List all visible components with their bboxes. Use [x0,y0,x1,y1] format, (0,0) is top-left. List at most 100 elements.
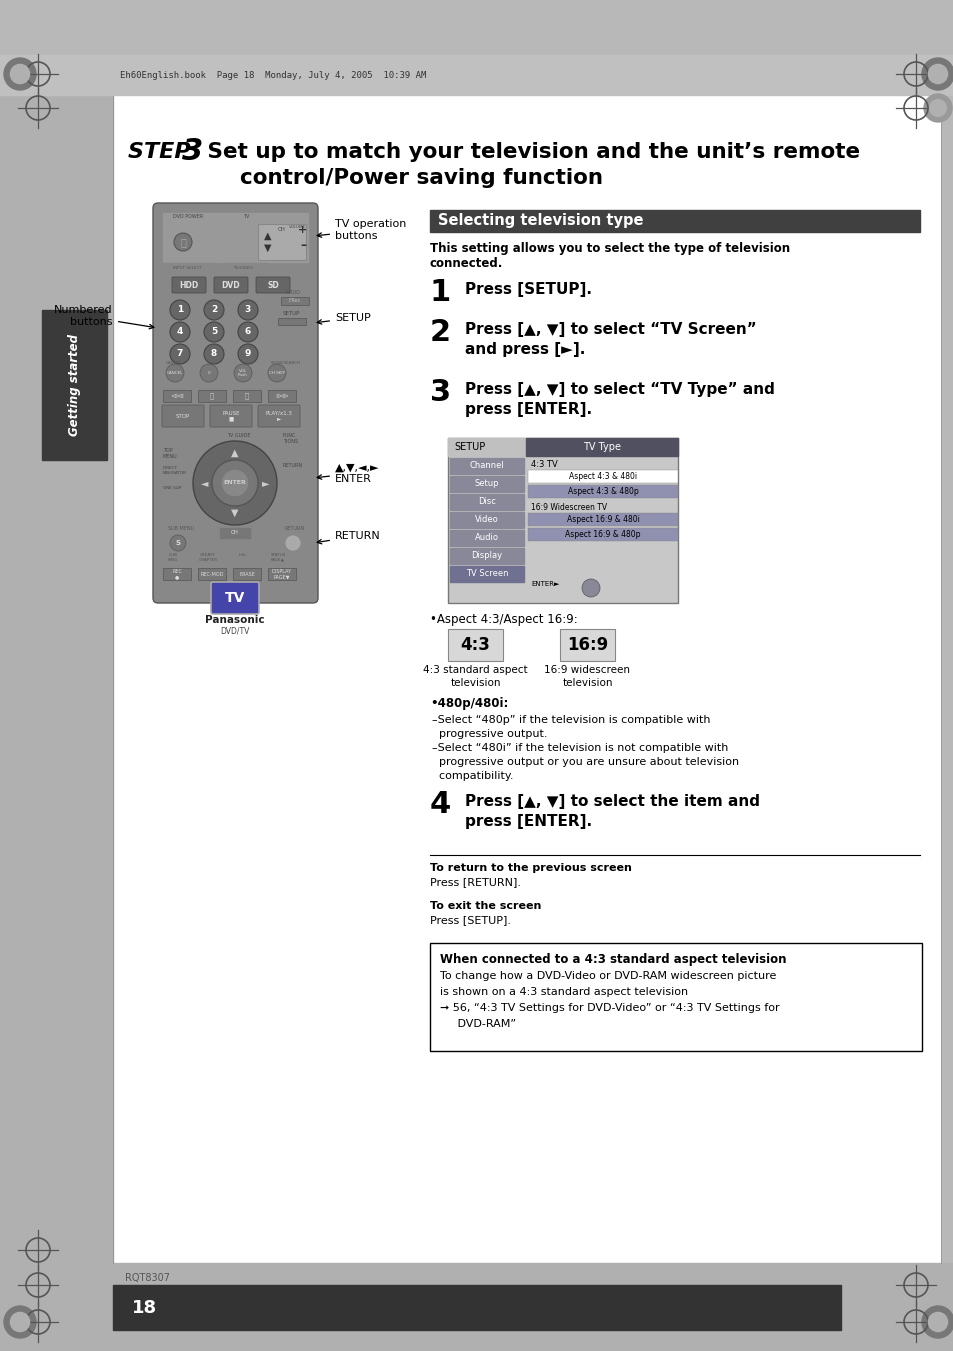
Text: RETURN: RETURN [316,531,380,544]
Text: TV GUIDE: TV GUIDE [227,434,251,438]
Text: VOL
Push: VOL Push [238,369,248,377]
Circle shape [170,345,190,363]
FancyBboxPatch shape [211,582,258,613]
Circle shape [237,322,257,342]
Bar [448,438,678,603]
Circle shape [285,535,301,551]
Text: VOLUME: VOLUME [289,226,306,230]
Circle shape [222,470,248,496]
Bar [430,943,921,1051]
Text: Aspect 16:9 & 480p: Aspect 16:9 & 480p [565,530,640,539]
Text: Display: Display [471,551,502,561]
Text: PLAY/x1.3
►: PLAY/x1.3 ► [265,411,293,422]
Bar [163,213,308,222]
Text: Press [SETUP].: Press [SETUP]. [430,915,511,925]
Circle shape [4,58,36,91]
Text: Aspect 4:3 & 480i: Aspect 4:3 & 480i [568,471,637,481]
Circle shape [173,232,192,251]
Circle shape [923,95,951,122]
Text: compatibility.: compatibility. [432,771,513,781]
Bar [527,485,678,499]
Text: Eh60English.book  Page 18  Monday, July 4, 2005  10:39 AM: Eh60English.book Page 18 Monday, July 4,… [120,70,426,80]
Bar [163,276,308,296]
Text: 3: 3 [182,136,203,166]
Circle shape [10,1312,30,1332]
Bar [198,567,226,580]
Text: 2: 2 [430,317,451,347]
Text: ▲,▼,◄,►
ENTER: ▲,▼,◄,► ENTER [316,462,379,484]
Text: CREATE
CHAPTER: CREATE CHAPTER [198,553,217,562]
Circle shape [166,363,184,382]
Text: Aspect 4:3 & 480p: Aspect 4:3 & 480p [567,486,638,496]
Bar [527,470,678,484]
Bar [450,549,523,563]
Text: 0: 0 [208,372,210,376]
FancyBboxPatch shape [172,277,206,293]
Text: SETUP: SETUP [454,442,485,453]
FancyBboxPatch shape [162,405,204,427]
Text: progressive output.: progressive output. [432,730,547,739]
Bar [277,317,306,326]
Text: –: – [299,239,306,253]
Text: RQT8307: RQT8307 [125,1273,170,1283]
Text: 3: 3 [245,305,251,315]
Circle shape [170,300,190,320]
Text: 4:3: 4:3 [460,636,490,654]
Text: ►: ► [261,478,269,488]
Text: TV/VIDEO: TV/VIDEO [233,266,253,270]
Text: AUDIO: AUDIO [285,290,300,295]
Text: To exit the screen: To exit the screen [430,901,540,911]
Text: ⏻: ⏻ [180,236,186,247]
Circle shape [212,459,258,507]
Text: control/Power saving function: control/Power saving function [240,168,602,188]
Text: TOP
MENU: TOP MENU [163,449,177,459]
Bar [281,297,309,305]
Text: Press [SETUP].: Press [SETUP]. [464,282,592,297]
Text: 1: 1 [430,278,451,307]
Text: Set up to match your television and the unit’s remote: Set up to match your television and the … [200,142,860,162]
Text: Press [▲, ▼] to select “TV Screen”: Press [▲, ▼] to select “TV Screen” [464,322,756,336]
Text: 16:9 Widescreen TV: 16:9 Widescreen TV [531,503,606,512]
Text: ▼: ▼ [231,508,238,519]
Text: DIRECT
NAVIGATOR: DIRECT NAVIGATOR [163,466,187,474]
Text: Panasonic: Panasonic [205,615,265,626]
Bar [112,93,939,1265]
Bar [450,566,523,582]
Text: TV: TV [243,215,249,219]
Circle shape [193,440,276,526]
Text: SETUP: SETUP [282,311,299,316]
Circle shape [204,322,224,342]
FancyBboxPatch shape [152,203,317,603]
Text: ▲: ▲ [231,447,238,458]
Circle shape [927,1312,946,1332]
Bar [163,567,191,580]
Text: 3: 3 [430,378,451,407]
Text: and press [►].: and press [►]. [464,342,585,357]
Text: To change how a DVD-Video or DVD-RAM widescreen picture: To change how a DVD-Video or DVD-RAM wid… [439,971,776,981]
Text: Press [▲, ▼] to select “TV Type” and: Press [▲, ▼] to select “TV Type” and [464,382,774,397]
Text: SETUP: SETUP [316,313,371,324]
Text: CANCEL: CANCEL [166,361,182,365]
Text: To return to the previous screen: To return to the previous screen [430,863,631,873]
Text: television: television [561,678,612,688]
Bar [220,528,250,538]
Text: DUB
BING: DUB BING [168,553,178,562]
Text: This setting allows you to select the type of television: This setting allows you to select the ty… [430,242,789,255]
Text: REC
●: REC ● [172,569,182,580]
Bar [430,209,919,232]
Bar [198,390,226,403]
Text: F.Rec: F.Rec [289,299,301,304]
Circle shape [204,300,224,320]
Text: ⧏⧏: ⧏⧏ [170,393,184,399]
Bar [559,630,615,661]
Circle shape [204,345,224,363]
Text: REC-MOD: REC-MOD [200,571,223,577]
Bar [450,512,523,528]
FancyBboxPatch shape [213,277,248,293]
Text: ⏩: ⏩ [245,393,249,400]
Text: CH: CH [231,531,238,535]
Text: 1: 1 [176,305,183,315]
Bar [450,458,523,474]
Bar [163,390,191,403]
Bar [448,438,525,457]
